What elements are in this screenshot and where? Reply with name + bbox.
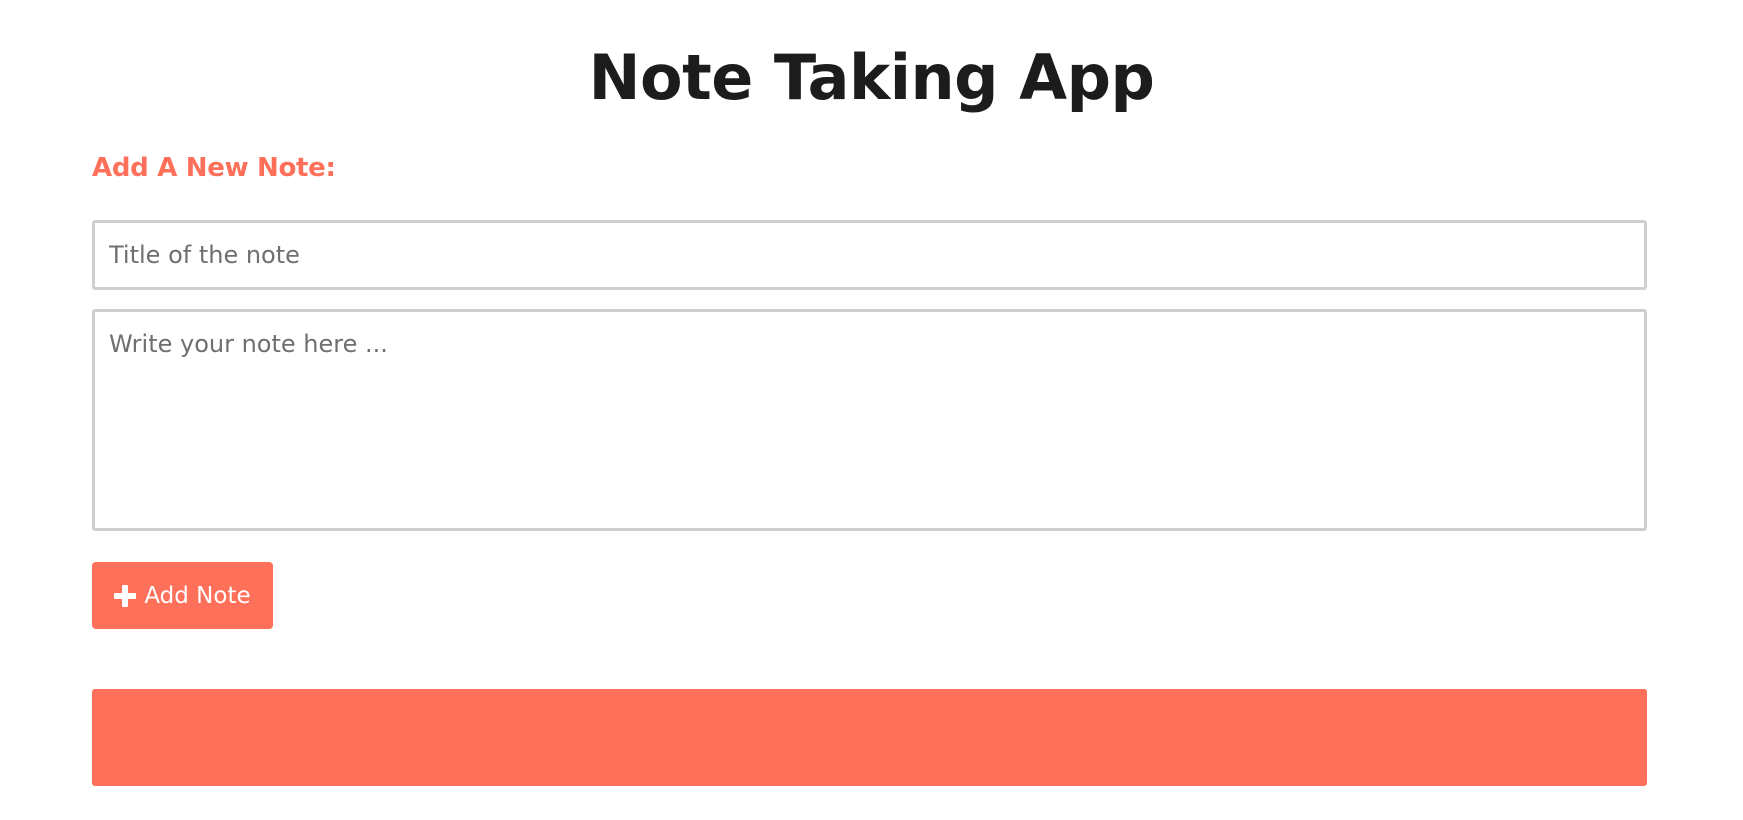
note-title-input[interactable] [92, 220, 1647, 290]
note-body-textarea[interactable] [92, 309, 1647, 531]
add-note-button-label: Add Note [144, 582, 251, 609]
add-note-heading: Add A New Note: [92, 153, 336, 183]
notes-list-banner [92, 689, 1647, 786]
add-note-button[interactable]: Add Note [92, 562, 273, 629]
page-title: Note Taking App [588, 41, 1155, 114]
plus-icon [114, 584, 137, 607]
